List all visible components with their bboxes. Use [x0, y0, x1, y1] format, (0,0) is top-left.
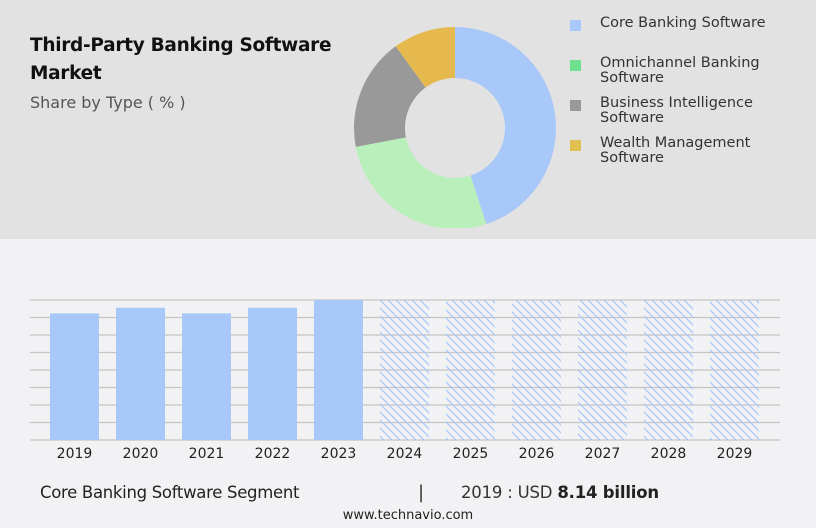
- forecast-bar-2027: [578, 300, 627, 440]
- bar-2021: [182, 313, 231, 440]
- legend-label: Core Banking Software: [600, 15, 766, 31]
- legend-swatch: [570, 100, 581, 111]
- forecast-bar-2024: [380, 300, 429, 440]
- segment-label: Core Banking Software Segment: [40, 483, 300, 502]
- x-axis-label: 2028: [650, 446, 687, 462]
- x-axis-label: 2025: [452, 446, 489, 462]
- legend-label: Business Intelligence Software: [600, 95, 753, 126]
- donut-slice-omnichannel-banking-software: [355, 137, 487, 228]
- x-axis-label: 2019: [56, 446, 93, 462]
- footer-separator: |: [418, 482, 425, 503]
- x-axis-label: 2024: [386, 446, 423, 462]
- legend-label: Wealth Management Software: [600, 135, 751, 166]
- donut-slice-business-intelligence-software: [354, 46, 426, 147]
- x-axis-label: 2022: [254, 446, 291, 462]
- x-axis-label: 2023: [320, 446, 357, 462]
- chart-title: Third-Party Banking Software Market: [30, 35, 332, 84]
- x-axis-label: 2026: [518, 446, 555, 462]
- legend-swatch: [570, 20, 581, 31]
- legend-swatch: [570, 60, 581, 71]
- legend-label: Omnichannel Banking Software: [600, 55, 760, 86]
- legend-swatch: [570, 140, 581, 151]
- forecast-bar-2029: [710, 300, 759, 440]
- forecast-bar-2028: [644, 300, 693, 440]
- forecast-bar-2026: [512, 300, 561, 440]
- chart-subtitle: Share by Type ( % ): [30, 93, 186, 112]
- x-axis-label: 2027: [584, 446, 621, 462]
- x-axis-label: 2029: [716, 446, 753, 462]
- x-axis-label: 2021: [188, 446, 225, 462]
- bar-2023: [314, 300, 363, 440]
- bar-2019: [50, 313, 99, 440]
- donut-slice-wealth-management-software: [395, 27, 455, 88]
- x-axis-label: 2020: [122, 446, 159, 462]
- source-url: www.technavio.com: [342, 508, 474, 523]
- donut-chart: [354, 27, 556, 228]
- forecast-bar-2025: [446, 300, 495, 440]
- bar-2022: [248, 307, 297, 440]
- bar-2020: [116, 307, 165, 440]
- segment-value: 2019 : USD 8.14 billion: [461, 483, 659, 502]
- donut-slice-core-banking-software: [455, 27, 556, 225]
